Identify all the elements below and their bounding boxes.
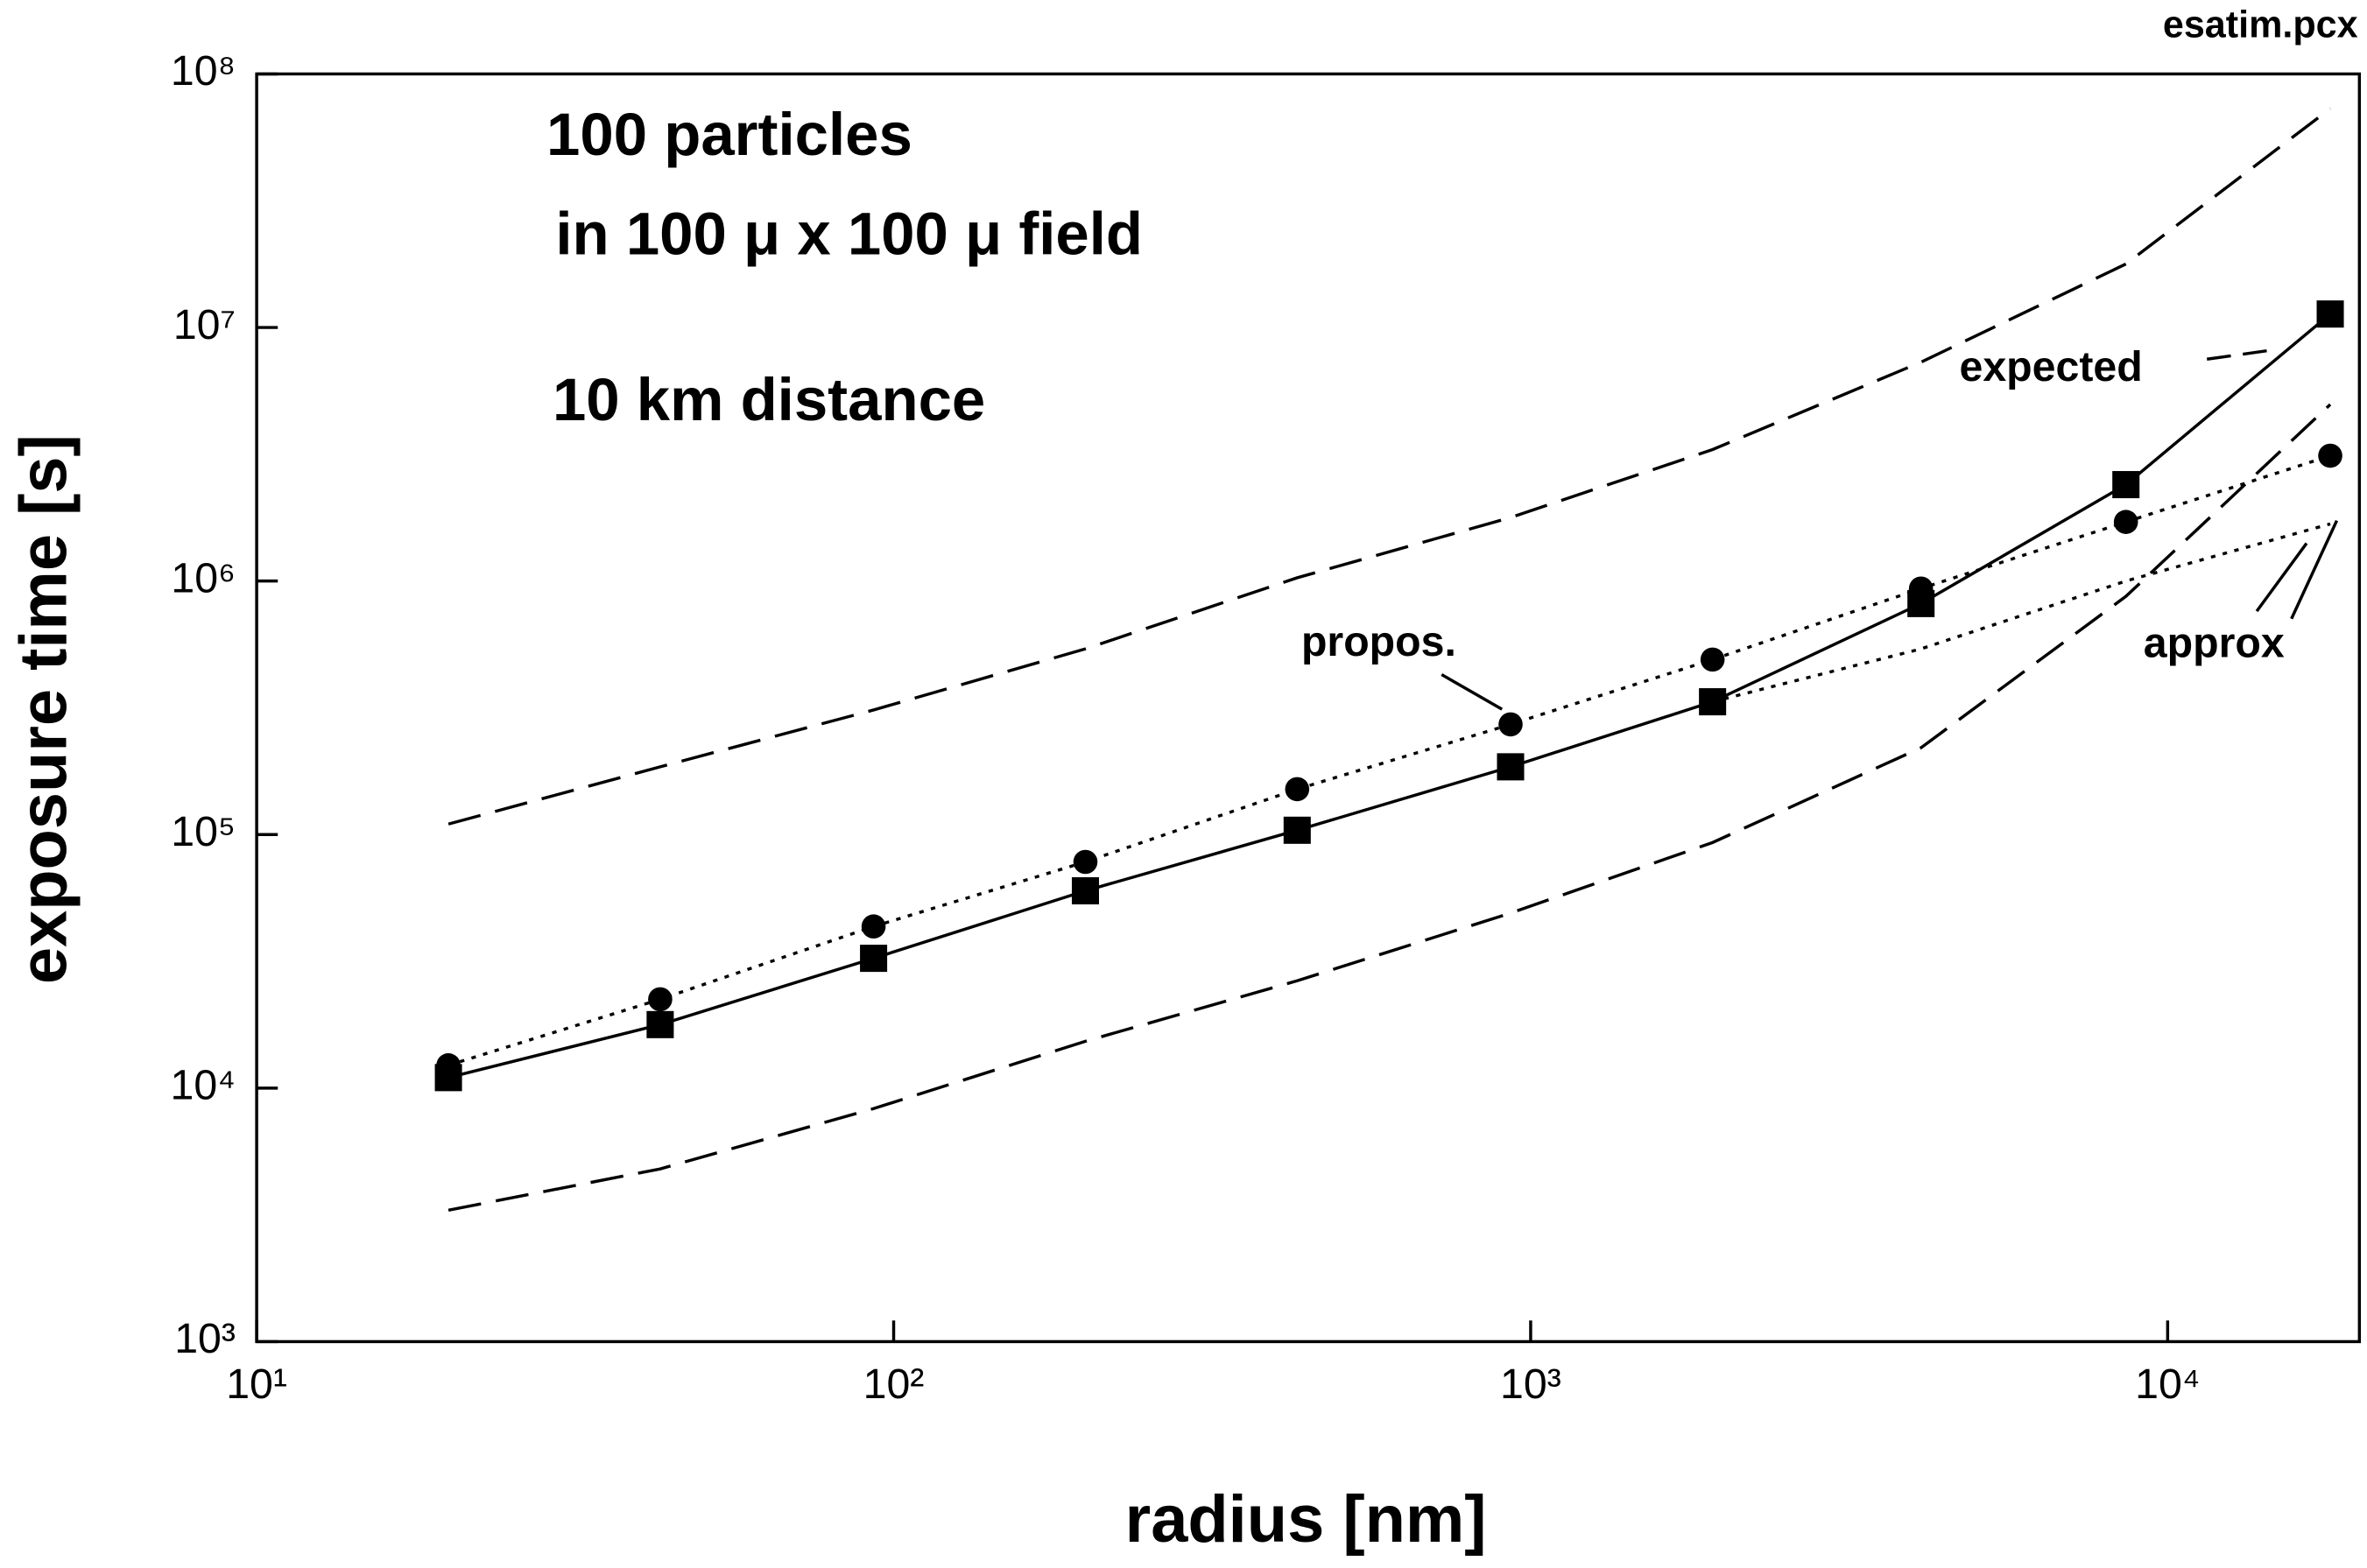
y-tick-label: 10⁴ (171, 1062, 236, 1109)
marker (2318, 443, 2342, 468)
marker (1073, 849, 1098, 875)
x-tick-label: 10² (863, 1361, 925, 1408)
x-tick-label: 10⁴ (2135, 1361, 2200, 1408)
marker (1071, 876, 1100, 905)
series-label: propos. (1301, 618, 1456, 665)
marker (2112, 471, 2140, 499)
chart-title: esatim.pcx (2163, 4, 2358, 46)
annotation: 100 particles (546, 101, 912, 168)
y-tick-label: 10⁷ (173, 301, 236, 348)
y-tick-label: 10⁶ (171, 554, 236, 601)
series-line (447, 313, 2332, 1079)
pointer (1441, 673, 1504, 711)
x-tick-label: 10³ (1500, 1361, 1561, 1408)
series-label: approx (2144, 620, 2285, 667)
marker (648, 987, 673, 1012)
marker (1700, 647, 1725, 672)
marker (2316, 300, 2344, 328)
series-label: expected (1960, 343, 2143, 390)
marker (1497, 753, 1525, 781)
marker (1498, 712, 1523, 737)
marker (1283, 816, 1311, 844)
plot-frame (255, 72, 2362, 1344)
marker (1908, 576, 1934, 601)
pointer (2206, 348, 2272, 361)
series-line (447, 454, 2331, 1067)
marker (861, 914, 886, 939)
x-tick-label: 10¹ (226, 1361, 287, 1408)
annotation: in 100 μ x 100 μ field (555, 200, 1143, 268)
marker (2113, 510, 2138, 534)
marker (436, 1053, 461, 1078)
y-axis-title: exposure time [s] (6, 434, 81, 984)
marker (1285, 777, 1310, 802)
y-tick-label: 10³ (174, 1315, 236, 1362)
pointer (2255, 542, 2308, 613)
pointer (2290, 519, 2339, 620)
series-line (447, 403, 2332, 1212)
y-tick-label: 10⁸ (171, 47, 236, 95)
y-tick-label: 10⁵ (171, 808, 236, 855)
series-line (447, 107, 2332, 826)
annotation: 10 km distance (553, 366, 985, 433)
marker (860, 945, 888, 973)
x-axis-title: radius [nm] (1125, 1482, 1487, 1557)
marker (646, 1010, 674, 1038)
